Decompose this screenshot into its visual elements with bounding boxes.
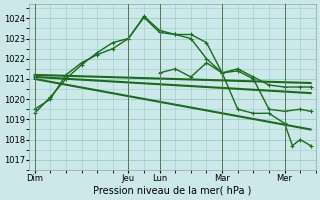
X-axis label: Pression niveau de la mer( hPa ): Pression niveau de la mer( hPa ) xyxy=(93,186,252,196)
